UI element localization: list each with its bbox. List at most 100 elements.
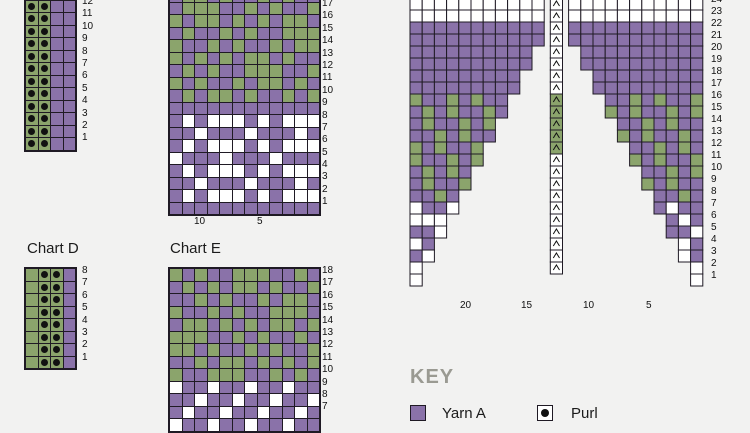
stitch-cell — [641, 0, 655, 11]
stitch-cell — [257, 140, 269, 152]
chart-c-row-numbers: 12 11 10 9 8 7 6 5 4 3 2 1 — [82, 0, 93, 145]
stitch-cell — [446, 33, 460, 47]
stitch-cell — [220, 406, 232, 418]
stitch-cell — [232, 115, 244, 127]
stitch-cell — [470, 33, 484, 47]
chart-d-grid — [24, 267, 77, 370]
stitch-cell — [63, 281, 75, 293]
stitch-cell — [26, 125, 38, 137]
stitch-cell — [409, 129, 423, 143]
stitch-cell — [257, 294, 269, 306]
stitch-cell — [433, 69, 448, 83]
stitch-cell — [220, 356, 232, 368]
stitch-cell — [26, 13, 38, 25]
row-number: 16 — [322, 289, 334, 301]
stitch-cell — [446, 129, 460, 143]
stitch-cell — [665, 105, 679, 119]
stitch-cell — [245, 2, 257, 14]
stitch-cell — [421, 129, 435, 143]
stitch-cell — [232, 356, 244, 368]
stitch-cell — [421, 93, 435, 107]
row-number: 7 — [711, 198, 717, 209]
stitch-cell — [270, 77, 282, 89]
stitch-cell — [409, 117, 423, 131]
stitch-cell — [616, 105, 631, 119]
stitch-cell — [51, 294, 63, 306]
stitch-cell — [26, 75, 38, 87]
stitch-cell — [270, 102, 282, 114]
stitch-cell — [629, 93, 643, 107]
stitch-cell — [232, 152, 244, 164]
stitch-cell — [257, 319, 269, 331]
stitch-cell — [195, 344, 207, 356]
stitch-cell — [641, 117, 655, 131]
stitch-cell — [433, 45, 448, 59]
row-number: 3 — [711, 246, 717, 257]
center-stitch-cell — [549, 33, 564, 47]
stitch-cell — [307, 281, 319, 293]
stitch-cell — [690, 9, 704, 23]
row-number: 17 — [711, 78, 723, 89]
stitch-cell — [665, 141, 679, 155]
stitch-cell — [677, 21, 692, 35]
stitch-cell — [677, 9, 692, 23]
decrease-chevron-icon — [552, 204, 560, 211]
stitch-cell — [245, 152, 257, 164]
stitch-cell — [629, 57, 643, 71]
stitch-cell — [38, 88, 50, 100]
stitch-cell — [220, 127, 232, 139]
stitch-cell — [307, 406, 319, 418]
stitch-cell — [207, 177, 219, 189]
stitch-cell — [641, 141, 655, 155]
stitch-cell — [51, 50, 63, 62]
stitch-cell — [270, 127, 282, 139]
stitch-cell — [182, 115, 194, 127]
stitch-cell — [270, 406, 282, 418]
row-number: 7 — [82, 57, 88, 69]
stitch-cell — [446, 105, 460, 119]
stitch-cell — [641, 69, 655, 83]
stitch-cell — [307, 344, 319, 356]
stitch-cell — [421, 249, 435, 263]
stitch-cell — [690, 237, 704, 251]
stitch-cell — [63, 75, 75, 87]
chart-f-axis-10: 10 — [583, 300, 595, 311]
stitch-cell — [270, 52, 282, 64]
stitch-cell — [182, 269, 194, 281]
stitch-cell — [26, 356, 38, 368]
stitch-cell — [232, 294, 244, 306]
stitch-cell — [295, 115, 307, 127]
stitch-cell — [433, 213, 448, 227]
stitch-cell — [207, 190, 219, 202]
stitch-cell — [409, 213, 423, 227]
stitch-cell — [433, 93, 448, 107]
decrease-chevron-icon — [552, 60, 560, 67]
stitch-cell — [195, 27, 207, 39]
stitch-cell — [195, 40, 207, 52]
stitch-cell — [220, 165, 232, 177]
stitch-cell — [182, 406, 194, 418]
stitch-cell — [307, 15, 319, 27]
stitch-cell — [245, 202, 257, 214]
stitch-cell — [690, 93, 704, 107]
stitch-cell — [421, 189, 435, 203]
stitch-cell — [270, 344, 282, 356]
decrease-chevron-icon — [552, 24, 560, 31]
stitch-cell — [580, 33, 594, 47]
stitch-cell — [38, 319, 50, 331]
stitch-cell — [433, 105, 448, 119]
stitch-cell — [409, 237, 423, 251]
center-stitch-cell — [549, 45, 564, 59]
stitch-cell — [665, 213, 679, 227]
stitch-cell — [458, 33, 472, 47]
stitch-cell — [446, 141, 460, 155]
row-number: 2 — [322, 183, 328, 195]
stitch-cell — [282, 294, 294, 306]
stitch-cell — [170, 2, 182, 14]
stitch-cell — [270, 306, 282, 318]
stitch-cell — [307, 269, 319, 281]
stitch-cell — [245, 344, 257, 356]
stitch-cell — [38, 269, 50, 281]
stitch-cell — [207, 2, 219, 14]
stitch-cell — [207, 344, 219, 356]
